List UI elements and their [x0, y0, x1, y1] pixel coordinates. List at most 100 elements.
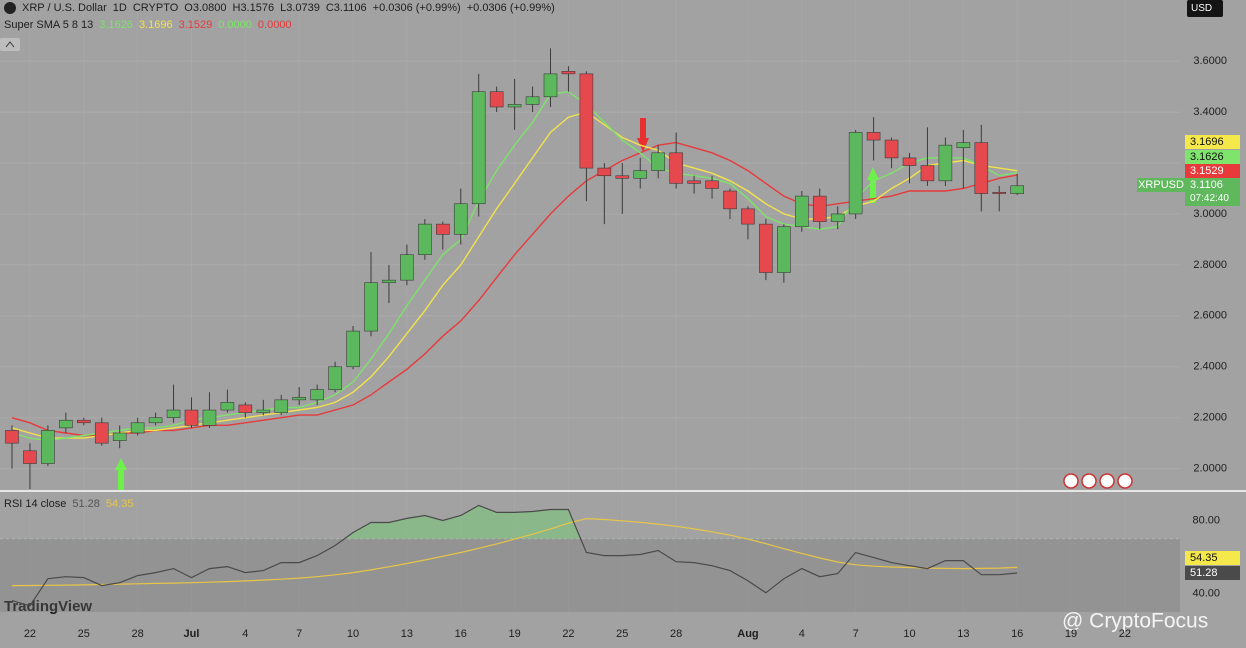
rsi-ma-value: 54.35 — [105, 498, 134, 510]
rsi-ma-tag: 54.35 — [1185, 551, 1240, 565]
candle-body — [400, 254, 414, 281]
candle-body — [597, 167, 612, 177]
candle-body — [328, 366, 342, 390]
candle-body — [525, 96, 540, 105]
collapse-button[interactable] — [0, 38, 20, 51]
indicator-name[interactable]: Super SMA 5 8 13 — [4, 19, 94, 31]
watermark: @ CryptoFocus — [1062, 610, 1208, 633]
signal-arrows — [115, 118, 879, 490]
rsi-ma-line — [11, 517, 1018, 587]
rsi-tick-label: 40.00 — [1192, 588, 1220, 600]
x-tick-label: 13 — [957, 628, 969, 640]
rsi-name[interactable]: RSI 14 close — [4, 498, 67, 510]
candle-body — [561, 71, 576, 75]
collapse-icon[interactable] — [5, 41, 15, 48]
branding: TradingView — [4, 598, 92, 615]
candle-body — [759, 223, 773, 273]
candle-body — [23, 450, 37, 464]
candle-body — [274, 399, 289, 413]
candle-body — [920, 165, 935, 182]
x-tick-label: 25 — [78, 628, 90, 640]
rsi-legend: RSI 14 close 51.28 54.35 — [4, 498, 133, 510]
candle-body — [435, 223, 450, 235]
indicator-value: 3.1696 — [138, 19, 173, 31]
candle-body — [741, 208, 755, 225]
candle-body — [310, 389, 324, 401]
ohlc-low: L3.0739 — [280, 2, 320, 14]
exchange: CRYPTO — [132, 2, 179, 14]
candle-body — [256, 409, 271, 413]
candle-body — [543, 73, 558, 98]
candle-body — [77, 419, 91, 424]
x-tick-label: Aug — [737, 628, 758, 640]
change: +0.0306 (+0.99%) — [372, 2, 461, 14]
candle-body — [974, 142, 989, 194]
rsi-overbought-fill — [12, 505, 1018, 539]
x-tick-label: 7 — [296, 628, 302, 640]
x-tick-label: 16 — [455, 628, 467, 640]
candle-body — [633, 170, 648, 179]
countdown-tag: 07:42:40 — [1185, 192, 1240, 206]
candle-body — [364, 282, 378, 332]
candle-body — [238, 404, 253, 413]
interval[interactable]: 1D — [112, 2, 127, 14]
currency[interactable]: USD — [1191, 3, 1212, 14]
symbol-icon — [4, 2, 16, 14]
indicator-value: 3.1529 — [178, 19, 213, 31]
indicator-value: 0.0000 — [257, 19, 292, 31]
candle-body — [615, 175, 630, 179]
x-tick-label: 10 — [347, 628, 359, 640]
candle-body — [687, 180, 701, 184]
x-tick-label: 19 — [1065, 628, 1077, 640]
candle-body — [202, 409, 217, 426]
candle-body — [956, 142, 971, 149]
candle-body — [902, 157, 917, 166]
indicator-value: 3.1626 — [99, 19, 133, 31]
candle-body — [489, 91, 504, 108]
x-tick-label: 16 — [1011, 628, 1023, 640]
y-tick-label: 3.0000 — [1193, 208, 1227, 220]
symbol[interactable]: XRP / U.S. Dollar — [22, 2, 107, 14]
candle-body — [346, 330, 360, 368]
rsi-value: 51.28 — [72, 498, 100, 510]
y-tick-label: 3.4000 — [1193, 106, 1227, 118]
rsi-tag: 51.28 — [1185, 566, 1240, 580]
ohlc-high: H3.1576 — [232, 2, 275, 14]
candle-body — [382, 279, 396, 284]
candle-body — [507, 104, 522, 108]
candle-body — [112, 432, 127, 441]
candle-body — [992, 191, 1007, 194]
candle-body — [830, 213, 845, 222]
x-tick-label: 4 — [242, 628, 248, 640]
symbol-header: XRP / U.S. Dollar 1D CRYPTO O3.0800 H3.1… — [4, 2, 555, 14]
y-tick-label: 2.0000 — [1193, 463, 1227, 475]
change: +0.0306 (+0.99%) — [466, 2, 555, 14]
indicator-value: 0.0000 — [218, 19, 252, 31]
candle-body — [777, 226, 791, 273]
candle-body — [1010, 185, 1025, 194]
sma-tag: 3.1696 — [1185, 135, 1240, 149]
candle-body — [723, 190, 737, 210]
event-flags[interactable] — [1063, 473, 1133, 489]
candle-body — [130, 422, 145, 434]
rsi-line — [11, 504, 1018, 607]
rsi-band — [0, 538, 1180, 612]
x-tick-label: 4 — [799, 628, 805, 640]
candle-body — [59, 419, 73, 429]
candle-body — [220, 402, 235, 411]
y-tick-label: 2.2000 — [1193, 412, 1227, 424]
candle-body — [166, 409, 181, 418]
candle-body — [94, 422, 109, 444]
x-tick-label: 28 — [670, 628, 682, 640]
candle-body — [292, 397, 307, 401]
currency-box[interactable] — [1187, 0, 1223, 17]
candle-body — [884, 139, 899, 159]
candle-body — [579, 73, 594, 169]
candle-body — [418, 223, 432, 255]
x-tick-label: 7 — [853, 628, 859, 640]
sma-tag: 3.1626 — [1185, 149, 1240, 164]
candle-body — [148, 417, 163, 424]
candle-body — [705, 180, 719, 189]
